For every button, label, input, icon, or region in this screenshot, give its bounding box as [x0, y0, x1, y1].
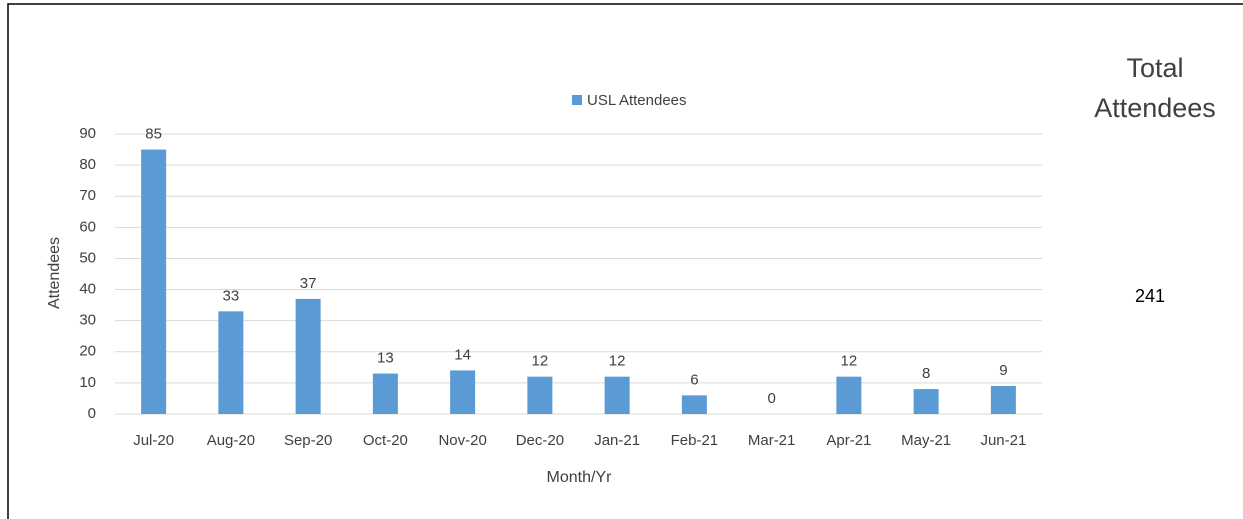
- data-label: 12: [532, 353, 549, 370]
- bar: [372, 373, 398, 414]
- data-label: 13: [377, 350, 394, 367]
- bar: [836, 376, 862, 414]
- x-tick-label: Jul-20: [133, 432, 174, 449]
- x-tick-label: Nov-20: [438, 432, 486, 449]
- bar: [990, 386, 1016, 414]
- y-tick-label: 20: [79, 343, 96, 360]
- x-tick-label: Jan-21: [594, 432, 640, 449]
- data-label: 6: [690, 371, 698, 388]
- y-tick-label: 70: [79, 187, 96, 204]
- x-tick-label: Dec-20: [516, 432, 564, 449]
- legend-swatch: [572, 95, 582, 105]
- y-tick-label: 80: [79, 156, 96, 173]
- summary-value: 241: [1134, 286, 1166, 306]
- data-label: 14: [454, 346, 471, 363]
- data-label: 85: [145, 126, 162, 143]
- y-tick-label: 40: [79, 281, 96, 298]
- data-label: 0: [767, 390, 775, 407]
- data-label: 37: [300, 275, 317, 292]
- legend-label: USL Attendees: [587, 92, 687, 109]
- bar: [913, 389, 939, 414]
- x-tick-label: Apr-21: [826, 432, 871, 449]
- data-label: 12: [609, 353, 626, 370]
- y-tick-label: 30: [79, 312, 96, 329]
- data-label: 33: [223, 287, 240, 304]
- y-tick-label: 10: [79, 374, 96, 391]
- frame: [7, 3, 1243, 519]
- summary-label: Total Attendees: [1094, 53, 1216, 123]
- x-tick-label: Oct-20: [363, 432, 408, 449]
- bar: [527, 376, 553, 414]
- bar: [681, 395, 707, 414]
- x-tick-label: Jun-21: [980, 432, 1026, 449]
- y-tick-label: 50: [79, 249, 96, 266]
- bar: [218, 311, 244, 414]
- y-axis-label: Attendees: [46, 237, 63, 309]
- x-tick-label: May-21: [901, 432, 951, 449]
- bar: [604, 376, 630, 414]
- x-tick-label: Feb-21: [671, 432, 719, 449]
- data-label: 9: [999, 362, 1007, 379]
- bar: [141, 149, 167, 415]
- x-axis-label: Month/Yr: [547, 469, 613, 486]
- x-tick-label: Mar-21: [748, 432, 796, 449]
- x-tick-label: Aug-20: [207, 432, 255, 449]
- bar: [295, 298, 321, 414]
- x-tick-label: Sep-20: [284, 432, 332, 449]
- y-tick-label: 90: [79, 125, 96, 142]
- bar: [450, 370, 476, 414]
- data-label: 8: [922, 365, 930, 382]
- y-tick-label: 60: [79, 218, 96, 235]
- y-tick-label: 0: [88, 405, 96, 422]
- data-label: 12: [841, 353, 858, 370]
